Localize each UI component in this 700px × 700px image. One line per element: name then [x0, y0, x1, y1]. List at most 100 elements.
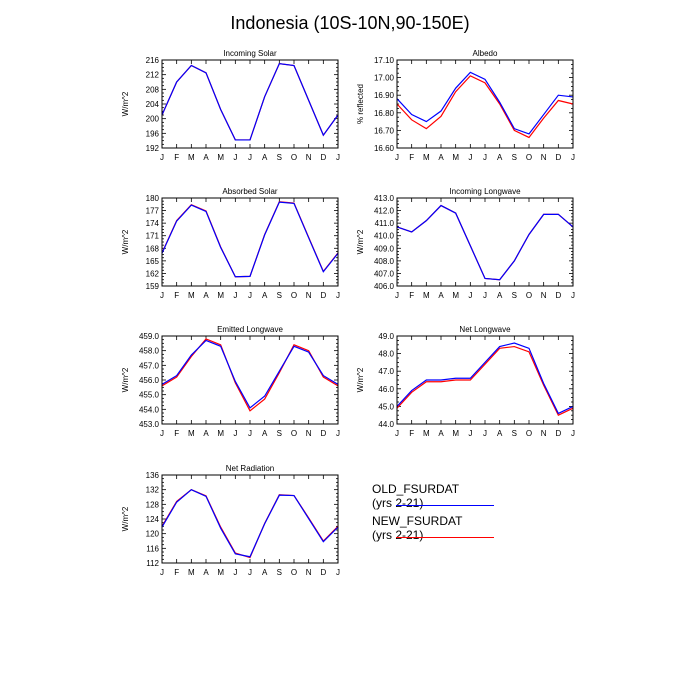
x-tick-label: J — [468, 291, 472, 300]
y-tick-label: 17.10 — [374, 56, 395, 65]
y-tick-label: 455.0 — [139, 391, 160, 400]
x-tick-label: O — [526, 291, 532, 300]
x-tick-label: F — [174, 153, 179, 162]
legend-line-old — [396, 505, 494, 506]
x-tick-label: M — [217, 153, 224, 162]
series-line-new — [161, 63, 339, 141]
x-tick-label: D — [555, 291, 561, 300]
y-tick-label: 136 — [146, 471, 160, 480]
plot-frame — [161, 197, 339, 287]
y-tick-label: 171 — [146, 232, 160, 241]
x-tick-label: F — [174, 429, 179, 438]
x-tick-label: S — [512, 429, 517, 438]
series-line-new — [396, 204, 574, 281]
x-tick-label: J — [248, 429, 252, 438]
y-axis-label: W/m^2 — [121, 91, 130, 116]
y-tick-label: 409.0 — [374, 244, 395, 253]
y-tick-label: 407.0 — [374, 269, 395, 278]
x-tick-label: A — [497, 429, 503, 438]
series-line-old — [161, 488, 339, 558]
y-tick-label: 165 — [146, 257, 160, 266]
x-tick-label: O — [291, 568, 297, 577]
x-tick-label: A — [262, 153, 268, 162]
x-tick-label: A — [438, 153, 444, 162]
y-tick-label: 16.60 — [374, 144, 395, 153]
x-tick-label: J — [336, 429, 340, 438]
chart-absorbed-solar: Absorbed Solar W/m^2 159 162 165 168 171 174 177… — [121, 187, 340, 300]
x-tick-label: D — [320, 153, 326, 162]
x-tick-label: M — [452, 429, 459, 438]
y-tick-label: 16.70 — [374, 126, 395, 135]
x-tick-label: J — [160, 153, 164, 162]
x-tick-label: F — [174, 568, 179, 577]
plot-frame — [396, 335, 574, 425]
y-tick-label: 162 — [146, 269, 160, 278]
y-tick-label: 46.0 — [378, 385, 394, 394]
tick-marks — [396, 59, 574, 149]
legend-line-new — [396, 537, 494, 538]
x-tick-label: A — [203, 153, 209, 162]
y-tick-label: 406.0 — [374, 282, 395, 291]
y-tick-label: 412.0 — [374, 207, 395, 216]
x-tick-label: J — [395, 153, 399, 162]
y-tick-label: 454.0 — [139, 405, 160, 414]
series-line-new — [396, 75, 574, 139]
tick-marks — [161, 59, 339, 149]
series-line-old — [161, 339, 339, 409]
y-tick-label: 192 — [146, 144, 160, 153]
plot-frame — [396, 59, 574, 149]
x-tick-label: O — [526, 153, 532, 162]
y-axis-label: W/m^2 — [356, 229, 365, 254]
y-tick-label: 48.0 — [378, 350, 394, 359]
x-tick-label: M — [423, 153, 430, 162]
y-tick-label: 459.0 — [139, 332, 160, 341]
y-tick-label: 208 — [146, 85, 160, 94]
y-tick-label: 132 — [146, 486, 160, 495]
chart-incoming-longwave: Incoming Longwave W/m^2 406.0 407.0 408.0 409… — [356, 187, 575, 300]
x-tick-label: J — [468, 429, 472, 438]
x-tick-label: S — [512, 291, 517, 300]
x-tick-label: F — [409, 291, 414, 300]
x-tick-label: J — [336, 568, 340, 577]
y-tick-label: 44.0 — [378, 420, 394, 429]
x-tick-label: J — [336, 153, 340, 162]
x-tick-label: J — [483, 429, 487, 438]
x-tick-label: J — [160, 291, 164, 300]
x-tick-label: O — [291, 153, 297, 162]
chart-net-radiation: Net Radiation W/m^2 112 116 120 124 128 132 136 J… — [121, 464, 340, 577]
x-tick-label: N — [306, 153, 312, 162]
series-line-old — [161, 63, 339, 141]
x-tick-label: J — [571, 153, 575, 162]
tick-marks — [396, 335, 574, 425]
x-tick-label: F — [174, 291, 179, 300]
y-tick-label: 16.90 — [374, 91, 395, 100]
x-tick-label: J — [483, 291, 487, 300]
plot-frame — [161, 474, 339, 564]
panel-title: Absorbed Solar — [222, 187, 277, 196]
y-axis-label: W/m^2 — [121, 506, 130, 531]
figure-title: Indonesia (10S-10N,90-150E) — [230, 13, 470, 33]
x-tick-label: D — [555, 429, 561, 438]
x-tick-label: J — [395, 291, 399, 300]
x-tick-label: A — [262, 429, 268, 438]
y-tick-label: 16.80 — [374, 109, 395, 118]
series-line-new — [396, 345, 574, 416]
x-tick-label: F — [409, 429, 414, 438]
tick-marks — [161, 474, 339, 564]
panel-title: Incoming Solar — [223, 49, 277, 58]
y-tick-label: 17.00 — [374, 74, 395, 83]
x-tick-label: D — [320, 291, 326, 300]
x-tick-label: J — [233, 153, 237, 162]
panel-title: Net Longwave — [459, 325, 511, 334]
x-tick-label: N — [541, 291, 547, 300]
panel-title: Albedo — [473, 49, 498, 58]
x-tick-label: J — [233, 291, 237, 300]
x-tick-label: A — [497, 291, 503, 300]
x-tick-label: J — [248, 291, 252, 300]
x-tick-label: M — [188, 291, 195, 300]
panel-title: Net Radiation — [226, 464, 274, 473]
plot-frame — [161, 335, 339, 425]
x-tick-label: M — [423, 291, 430, 300]
x-tick-label: M — [217, 568, 224, 577]
y-axis-label: % reflected — [356, 84, 365, 124]
